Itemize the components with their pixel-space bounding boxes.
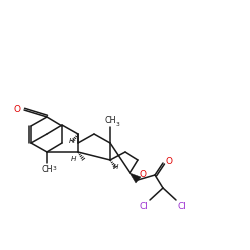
- Polygon shape: [130, 173, 141, 183]
- Text: Cl: Cl: [178, 202, 187, 211]
- Text: 3: 3: [115, 122, 119, 126]
- Text: Cl: Cl: [139, 202, 148, 211]
- Text: CH: CH: [41, 165, 53, 174]
- Text: CH: CH: [104, 116, 116, 125]
- Text: O: O: [139, 170, 146, 179]
- Text: O: O: [165, 158, 172, 166]
- Text: H: H: [68, 138, 74, 144]
- Text: 3: 3: [52, 166, 56, 172]
- Text: O: O: [13, 106, 20, 114]
- Text: H: H: [113, 164, 118, 170]
- Text: H: H: [70, 156, 76, 162]
